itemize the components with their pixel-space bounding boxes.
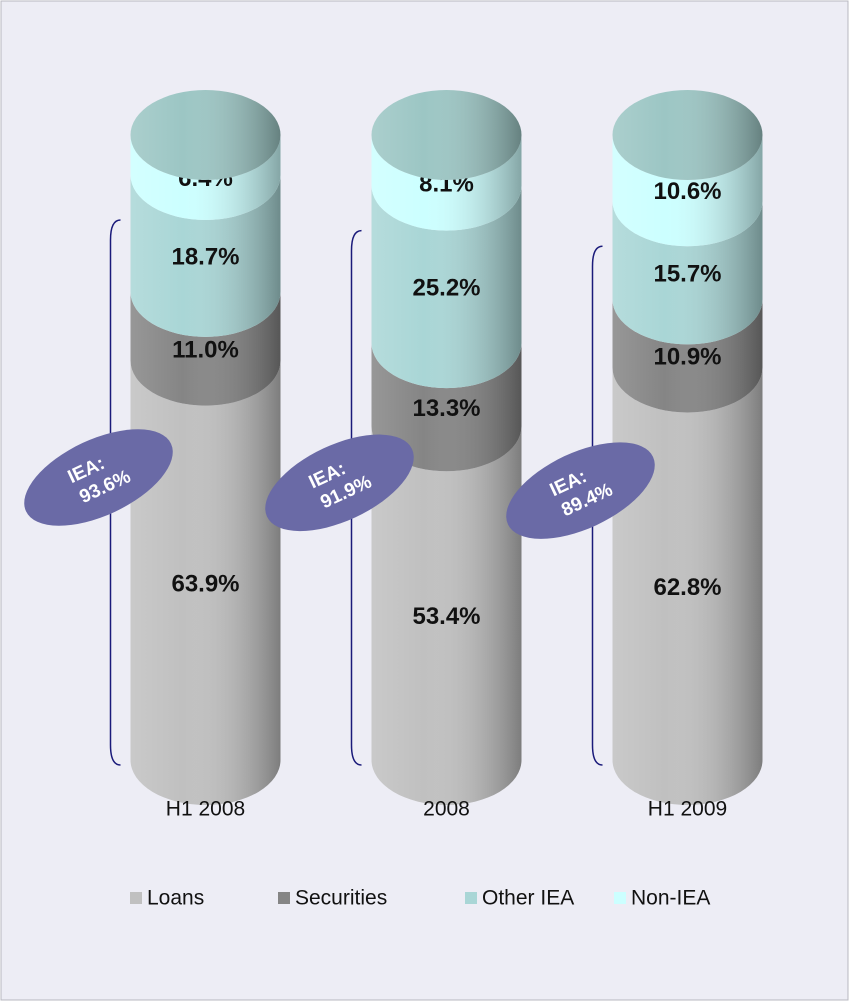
annotation: IEA:91.9% <box>265 434 414 532</box>
segment-shade <box>130 175 281 337</box>
cylinder-top-shade <box>371 90 522 180</box>
segment-shade <box>612 299 763 413</box>
data-label: 25.2% <box>412 274 480 301</box>
x-tick-label: 2008 <box>423 798 470 821</box>
segment-shade <box>371 426 522 805</box>
segment-shade <box>130 291 281 406</box>
data-label: 18.7% <box>171 244 239 271</box>
segment-shade <box>612 201 763 345</box>
data-label: 10.9% <box>653 344 721 371</box>
segment-shade <box>130 135 281 221</box>
segment-shade <box>130 360 281 805</box>
legend-label: Loans <box>147 887 204 910</box>
legend-swatch <box>130 892 142 904</box>
data-label: 53.4% <box>412 603 480 630</box>
segment-shade <box>371 135 522 231</box>
annotation-bubble <box>24 429 173 526</box>
legend-swatch <box>278 892 290 904</box>
annotation-bubble <box>506 442 655 539</box>
segment-shade <box>371 343 522 472</box>
data-label: 10.6% <box>653 178 721 205</box>
legend-label: Non-IEA <box>631 887 710 910</box>
annotation-bubble <box>265 434 414 532</box>
legend-label: Securities <box>295 887 387 910</box>
legend-swatch <box>614 892 626 904</box>
cylinder-top-shade <box>612 90 763 180</box>
legend-swatch <box>465 892 477 904</box>
cylinder-top-shade <box>130 90 281 180</box>
data-label: 62.8% <box>653 574 721 601</box>
annotation: IEA:93.6% <box>24 429 173 526</box>
segment-shade <box>371 185 522 389</box>
x-tick-label: H1 2008 <box>166 798 245 821</box>
annotation: IEA:89.4% <box>506 442 655 539</box>
data-label: 63.9% <box>171 570 239 597</box>
segment-shade <box>612 135 763 247</box>
x-tick-label: H1 2009 <box>648 798 727 821</box>
data-label: 15.7% <box>653 260 721 287</box>
data-label: 13.3% <box>412 395 480 422</box>
data-label: 11.0% <box>172 336 239 363</box>
legend-label: Other IEA <box>482 887 574 910</box>
